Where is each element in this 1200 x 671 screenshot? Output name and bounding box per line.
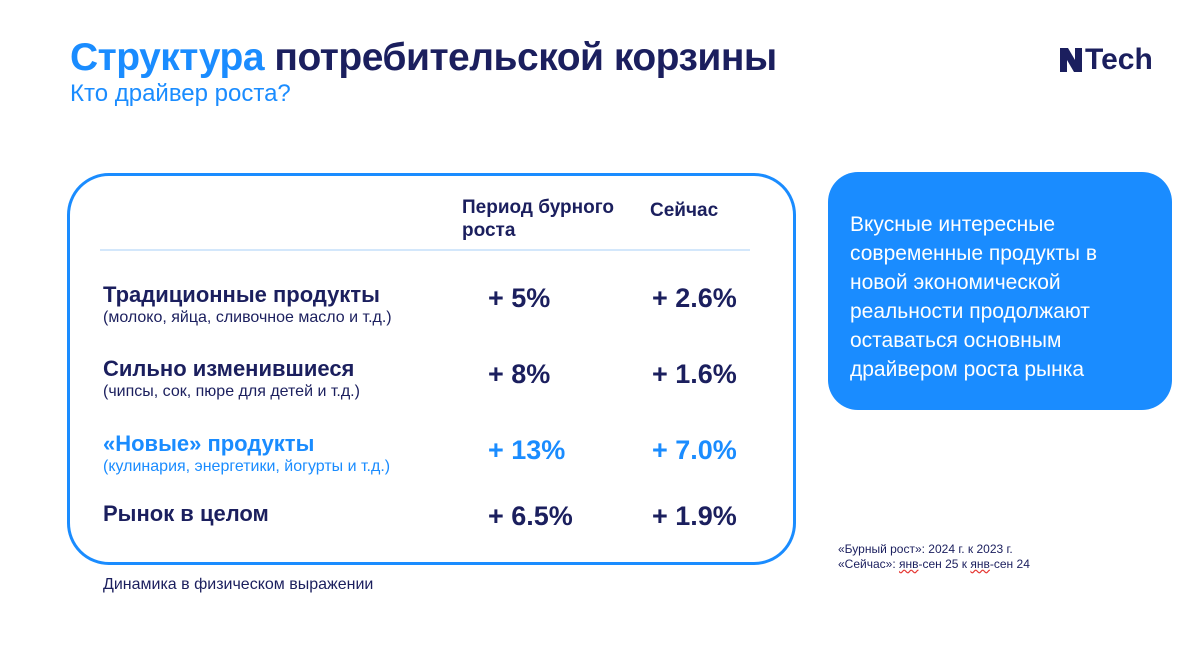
callout-text: Вкусные интересные современные продукты … [850, 213, 1097, 381]
logo: Tech [1060, 45, 1153, 75]
row-title-traditional: Традиционные продукты [103, 282, 380, 307]
value-traditional-period: + 5% [488, 283, 551, 313]
header-divider [100, 249, 750, 251]
note-now-prefix: «Сейчас»: [838, 557, 899, 571]
row-title-changed: Сильно изменившиеся [103, 356, 355, 381]
value-new-period: + 13% [488, 435, 566, 465]
row-title-market: Рынок в целом [103, 501, 269, 526]
value-changed-now: + 1.6% [652, 359, 737, 389]
page-subtitle: Кто драйвер роста? [70, 80, 291, 107]
row-subtitle-new: (кулинария, энергетики, йогурты и т.д.) [103, 458, 391, 475]
row-subtitle-traditional: (молоко, яйца, сливочное масло и т.д.) [103, 309, 392, 326]
value-market-now: + 1.9% [652, 501, 737, 531]
logo-text: Tech [1085, 43, 1153, 76]
footer-caption: Динамика в физическом выражении [103, 576, 374, 593]
table-card [67, 173, 796, 565]
title-accent: Структура [70, 36, 265, 79]
note-now-end: -сен 24 [989, 557, 1030, 571]
note-now-jan-1: янв [898, 557, 919, 571]
value-market-period: + 6.5% [488, 501, 573, 531]
note-now-period: «Сейчас»: янв-сен 25 к янв-сен 24 [838, 558, 1030, 570]
note-now-jan-2: янв [970, 557, 990, 571]
n-logo-icon [1060, 48, 1082, 72]
value-traditional-now: + 2.6% [652, 283, 737, 313]
title-rest: потребительской корзины [274, 36, 777, 79]
note-boom-period: «Бурный рост»: 2024 г. к 2023 г. [838, 542, 1013, 556]
value-changed-period: + 8% [488, 359, 551, 389]
page-title: Структура потребительской корзины [70, 38, 777, 77]
value-new-now: + 7.0% [652, 435, 737, 465]
column-header-period: Период бурного роста [462, 197, 614, 241]
row-subtitle-changed: (чипсы, сок, пюре для детей и т.д.) [103, 383, 360, 400]
row-title-new: «Новые» продукты [103, 431, 315, 456]
note-now-mid: -сен 25 к [918, 557, 971, 571]
column-header-now: Сейчас [650, 200, 719, 221]
callout-box: Вкусные интересные современные продукты … [828, 172, 1172, 410]
